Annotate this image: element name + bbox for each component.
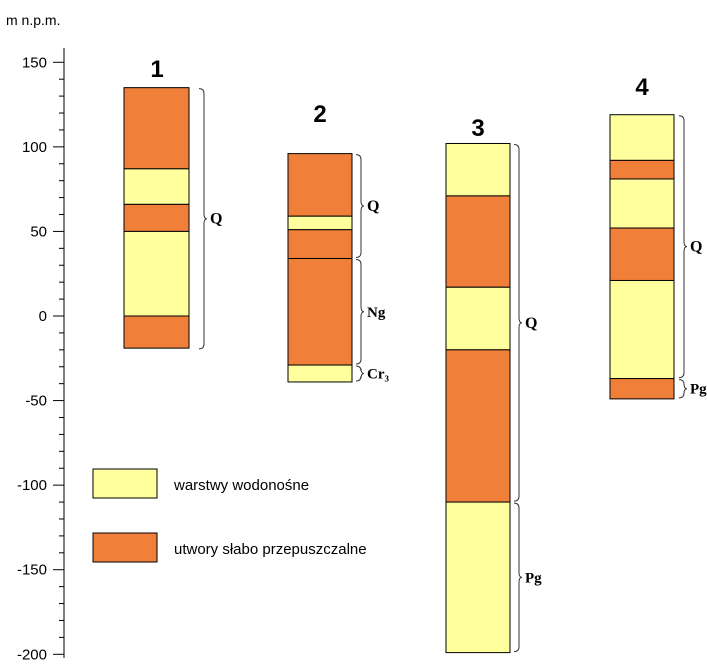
formation-label: Pg [690,382,707,398]
layer-aquifer [445,142,511,197]
layer-low-permeability [287,229,353,259]
formation-bracket [513,502,523,653]
borehole-1: 1 Q [123,56,222,350]
layer-low-permeability [123,87,190,170]
borehole-2-formations: Q Ng Cr₃ [355,154,389,383]
formation-bracket [355,154,365,258]
formation-bracket [355,258,365,365]
y-tick-label-minus-200: -200 [17,646,47,663]
formation-label: Q [367,198,379,215]
layer-low-permeability [609,227,675,281]
borehole-4: 4 Q Pg [609,74,707,400]
formation-label: Cr₃ [367,367,389,383]
layer-low-permeability [123,203,190,232]
layer-aquifer [609,178,675,229]
y-tick-label-50: 50 [30,223,47,240]
layer-aquifer [445,286,511,351]
formation-label: Q [690,239,702,256]
y-axis: 150 100 50 0 -50 -100 -150 -200 [17,48,65,663]
formation-label: Pg [525,570,542,586]
layer-aquifer [609,114,675,161]
y-tick-label-minus-150: -150 [17,562,47,579]
y-axis-minor-ticks [59,78,64,638]
layer-low-permeability [123,315,190,349]
y-tick-label-0: 0 [39,308,47,325]
layer-low-permeability [445,349,511,503]
borehole-4-formations: Q Pg [678,115,707,399]
y-tick-label-100: 100 [22,139,47,156]
legend: warstwy wodonośne utwory słabo przepuszc… [92,468,367,563]
y-tick-label-150: 150 [22,54,47,71]
formation-bracket [513,143,523,502]
axis-unit-label: m n.p.m. [6,12,60,28]
legend-swatch-low-permeability [92,532,158,563]
borehole-number: 2 [313,101,326,128]
borehole-2-layers [287,153,353,383]
borehole-3-formations: Q Pg [513,143,542,653]
layer-aquifer [287,364,353,383]
formation-label: Ng [367,305,386,321]
layer-low-permeability [609,378,675,400]
layer-low-permeability [609,159,675,180]
borehole-4-layers [609,114,675,400]
legend-label-low-permeability: utwory słabo przepuszczalne [174,541,367,558]
borehole-1-formations: Q [198,88,222,350]
formation-label: Q [210,211,222,228]
borehole-1-layers [123,87,190,349]
layer-low-permeability [287,257,353,366]
layer-aquifer [609,279,675,380]
formation-bracket [678,379,688,399]
y-tick-label-minus-100: -100 [17,477,47,494]
formation-bracket [198,88,208,350]
layer-low-permeability [445,195,511,288]
y-tick-label-minus-50: -50 [25,393,47,410]
layer-aquifer [445,501,511,654]
borehole-number: 3 [471,115,484,142]
legend-swatch-aquifer [92,468,158,499]
y-axis-major-ticks: 150 100 50 0 -50 -100 -150 -200 [17,54,64,663]
formation-bracket [678,115,688,379]
layer-aquifer [287,215,353,231]
borehole-3: 3 Q Pg [445,115,542,654]
layer-low-permeability [287,153,353,217]
layer-aquifer [123,230,190,317]
formation-label: Q [525,315,537,332]
legend-label-aquifer: warstwy wodonośne [173,477,309,494]
borehole-number: 1 [150,56,163,83]
borehole-3-layers [445,142,511,654]
borehole-number: 4 [635,74,649,101]
formation-bracket [355,365,365,382]
borehole-2: 2 Q Ng Cr₃ [287,101,389,383]
layer-aquifer [123,168,190,205]
